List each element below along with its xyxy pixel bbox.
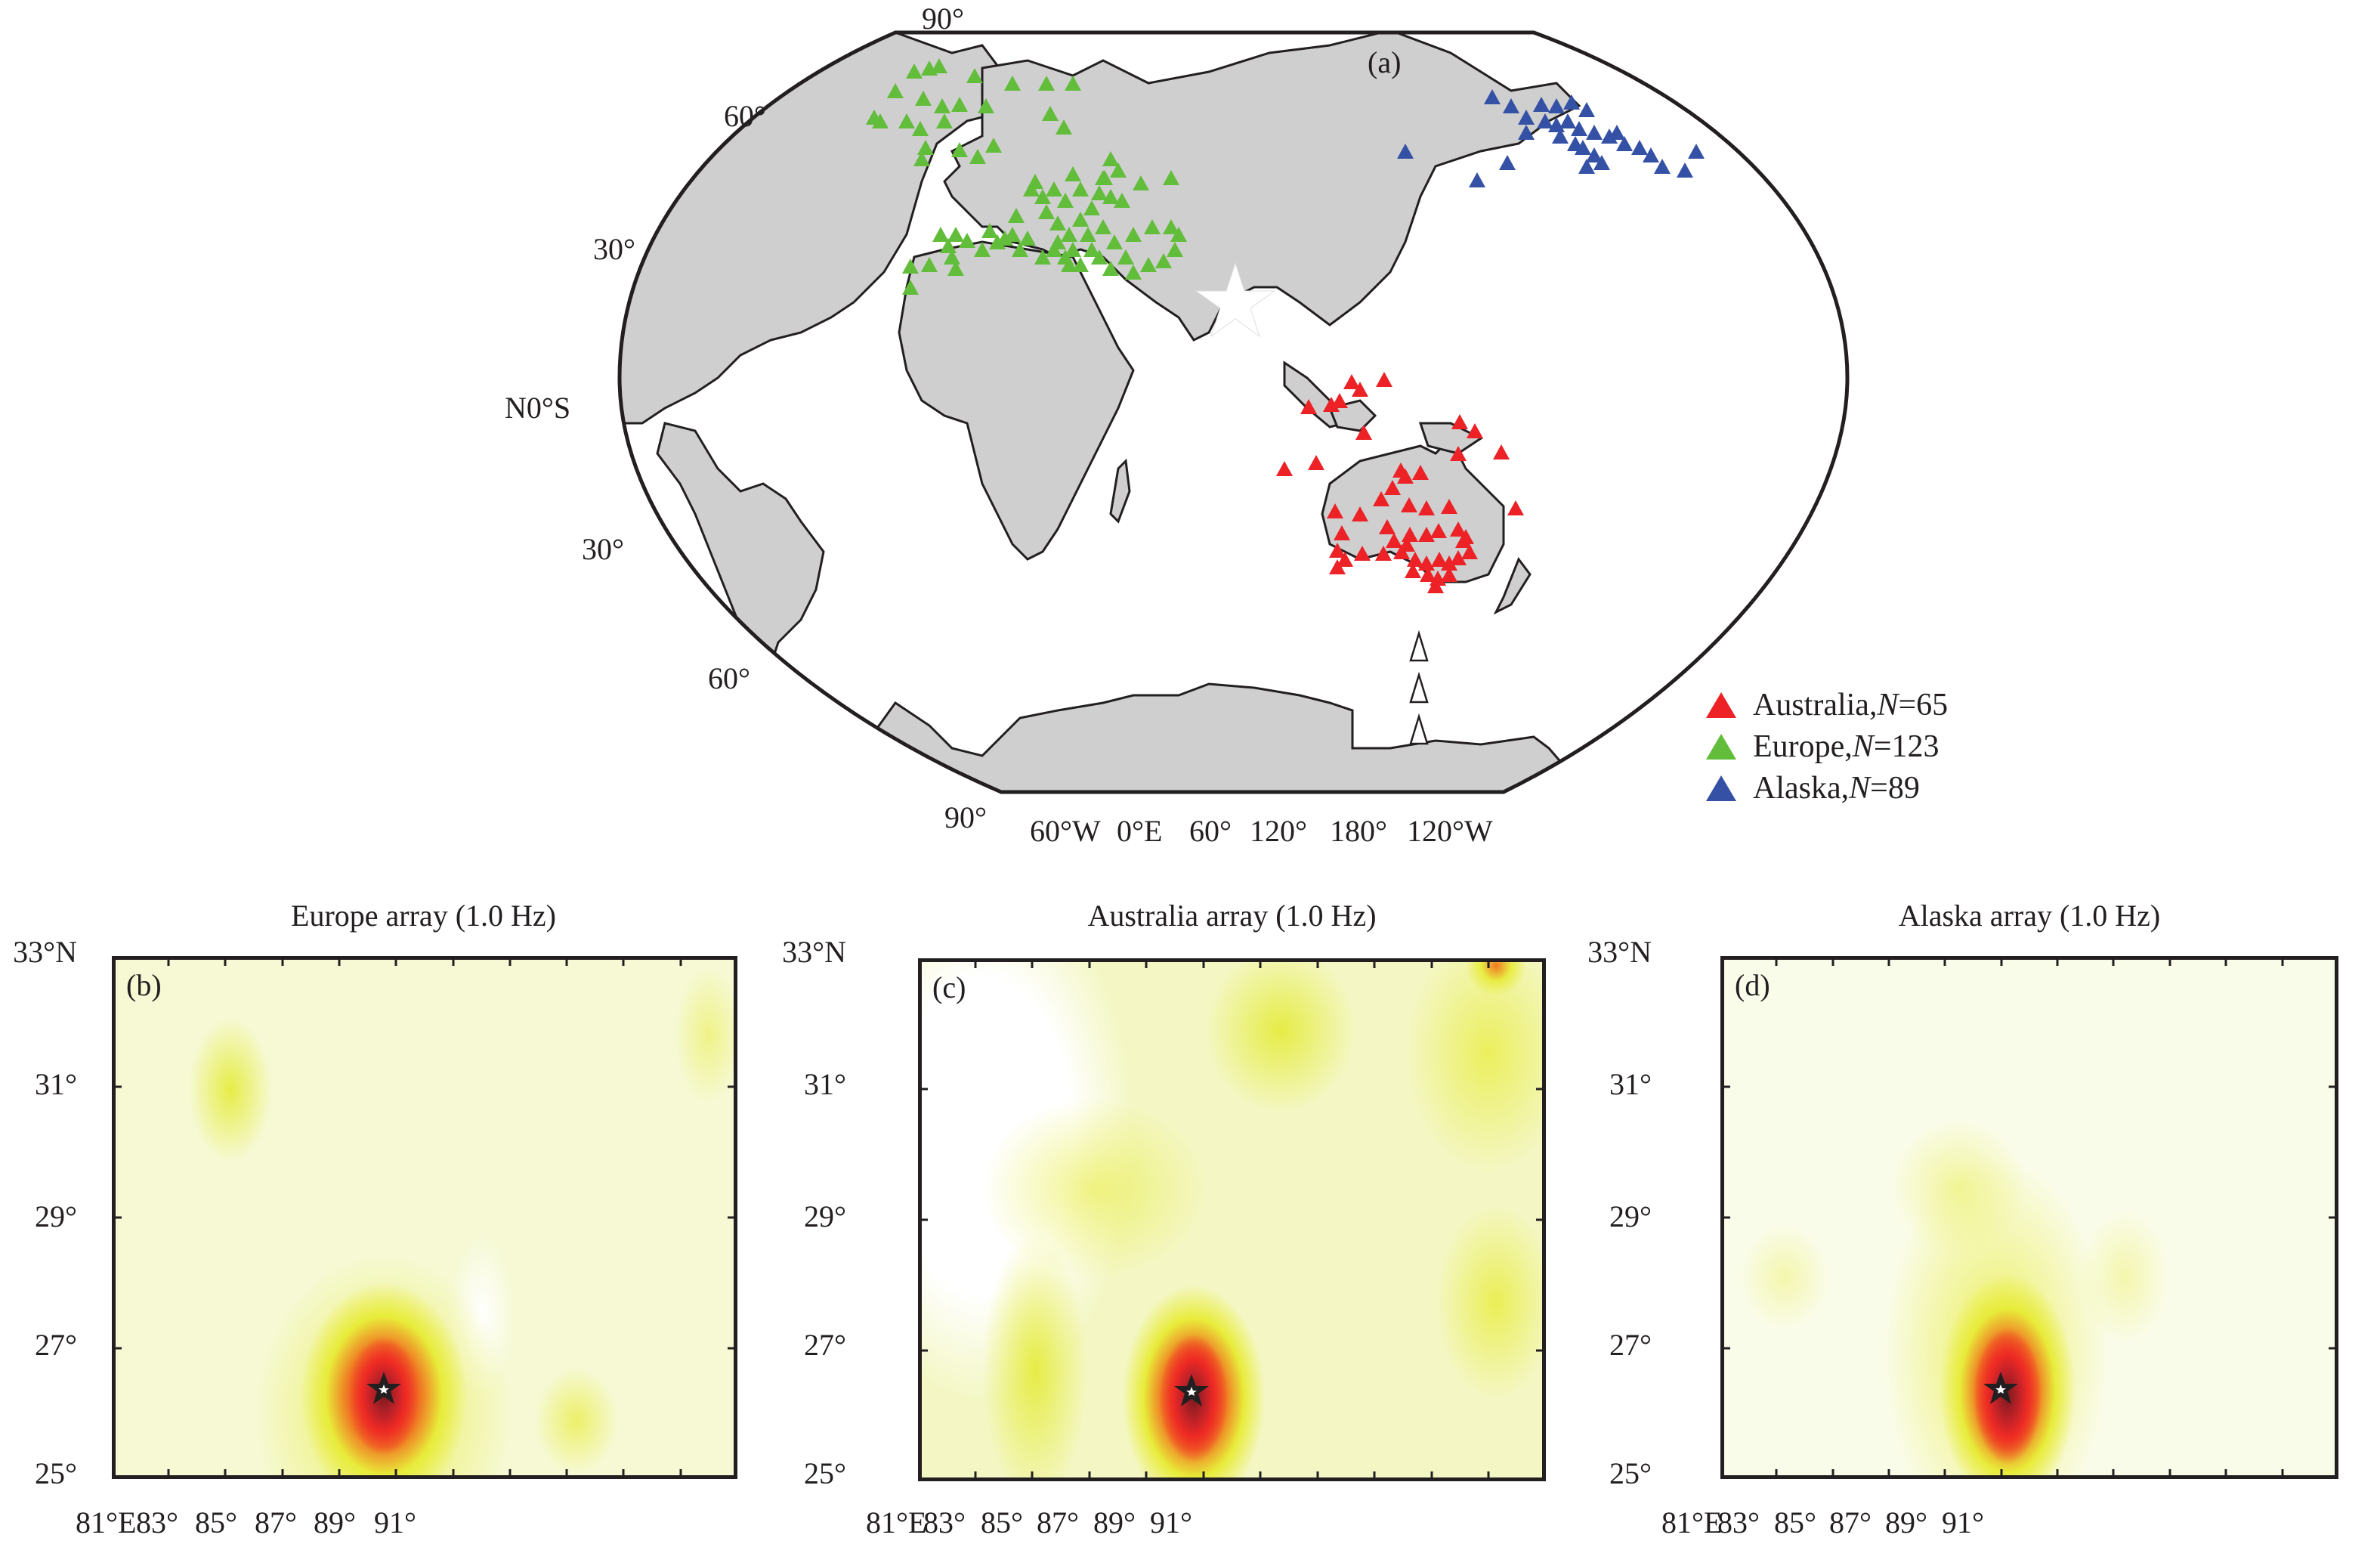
xtick-d-87: 87°	[1829, 1505, 1872, 1539]
ytick-b-27: 27°	[35, 1328, 77, 1362]
map-boundary	[620, 32, 1847, 792]
ytick-c-29: 29°	[804, 1199, 846, 1233]
epicenter-star-icon	[1983, 1372, 2018, 1404]
ytick-d-33: 33°N	[1587, 935, 1652, 969]
ytick-b-31: 31°	[35, 1067, 77, 1101]
synthetic-stations	[1409, 630, 1429, 745]
xtick-b-89: 89°	[314, 1505, 356, 1539]
xtick-c-85: 85°	[981, 1505, 1023, 1539]
panel-b-title: Europe array (1.0 Hz)	[291, 899, 556, 933]
lat-label-30n: 30°	[593, 232, 635, 266]
xtick-d-85: 85°	[1774, 1505, 1816, 1539]
xtick-b-83: 83°	[136, 1505, 178, 1539]
red-triangle-icon	[1706, 692, 1736, 718]
ytick-b-29: 29°	[35, 1199, 77, 1233]
ytick-c-25: 25°	[804, 1456, 846, 1490]
panel-d-letter: (d)	[1735, 968, 1770, 1002]
heatmap-alaska: (d)	[1720, 956, 2338, 1479]
legend-item-europe: Europe, N =123	[1706, 726, 1948, 767]
lat-label-equator: N0°S	[505, 391, 571, 425]
ytick-b-25: 25°	[35, 1456, 77, 1490]
legend-item-australia: Australia, N =65	[1706, 684, 1948, 726]
lon-label-60e: 60°	[1189, 814, 1232, 848]
ytick-b-33: 33°N	[13, 935, 77, 969]
lat-label-60s: 60°	[708, 661, 750, 695]
xtick-b-91: 91°	[374, 1505, 416, 1539]
lon-label-90: 90°	[944, 800, 987, 834]
lat-label-30s: 30°	[582, 532, 624, 566]
xtick-d-83: 83°	[1717, 1505, 1760, 1539]
lat-label-60n: 60°	[724, 99, 766, 133]
xtick-d-81: 81°E	[1661, 1505, 1723, 1539]
legend: Australia, N =65 Europe, N =123 Alaska, N =…	[1706, 684, 1948, 809]
ytick-c-33: 33°N	[782, 935, 846, 969]
xtick-b-87: 87°	[255, 1505, 297, 1539]
heatmap-australia: (c)	[918, 958, 1546, 1481]
lon-label-60w: 60°W	[1030, 814, 1101, 848]
panel-b-letter: (b)	[126, 968, 162, 1002]
xtick-c-87: 87°	[1037, 1505, 1079, 1539]
source-star-icon	[1195, 261, 1276, 338]
lat-label-90n: 90°	[922, 2, 964, 36]
green-triangle-icon	[1706, 733, 1736, 760]
xtick-c-81: 81°E	[866, 1505, 927, 1539]
epicenter-star-icon	[366, 1372, 401, 1404]
epicenter-star-icon	[1174, 1374, 1209, 1406]
xtick-d-89: 89°	[1885, 1505, 1927, 1539]
blue-triangle-icon	[1706, 775, 1736, 801]
world-map	[617, 30, 1850, 794]
xtick-c-89: 89°	[1093, 1505, 1136, 1539]
xtick-d-91: 91°	[1942, 1505, 1984, 1539]
xtick-c-83: 83°	[923, 1505, 966, 1539]
lon-label-120w: 120°W	[1407, 814, 1493, 848]
legend-item-alaska: Alaska, N =89	[1706, 767, 1948, 809]
ytick-d-25: 25°	[1609, 1456, 1652, 1490]
xtick-b-85: 85°	[195, 1505, 237, 1539]
ytick-d-27: 27°	[1609, 1328, 1652, 1362]
ytick-c-27: 27°	[804, 1328, 846, 1362]
xtick-b-81: 81°E	[76, 1505, 137, 1539]
lon-label-120e: 120°	[1250, 814, 1307, 848]
ytick-c-31: 31°	[804, 1067, 846, 1101]
lon-label-0e: 0°E	[1117, 814, 1163, 848]
ytick-d-31: 31°	[1609, 1067, 1652, 1101]
panel-c-letter: (c)	[932, 970, 966, 1004]
panel-a-letter: (a)	[1368, 45, 1402, 79]
europe-stations	[866, 58, 1187, 295]
xtick-c-91: 91°	[1150, 1505, 1192, 1539]
heatmap-europe: (b)	[112, 956, 737, 1479]
panel-c-title: Australia array (1.0 Hz)	[1087, 899, 1377, 933]
panel-d-title: Alaska array (1.0 Hz)	[1898, 899, 2161, 933]
ytick-d-29: 29°	[1609, 1199, 1652, 1233]
australia-stations	[1276, 372, 1524, 593]
lon-label-180: 180°	[1330, 814, 1387, 848]
alaska-stations	[1397, 89, 1705, 187]
